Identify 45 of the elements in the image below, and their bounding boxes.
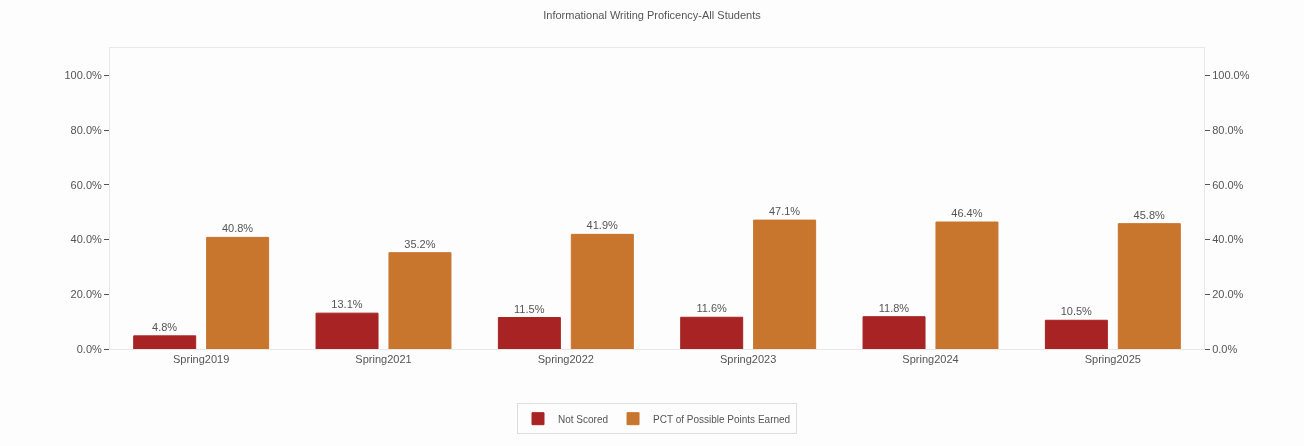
data-label: 11.6% <box>696 302 727 315</box>
y2-tick-label: 100.0% <box>1212 69 1250 82</box>
bar <box>753 219 817 349</box>
bar <box>315 312 379 349</box>
bar <box>862 316 926 349</box>
x-tick-label: Spring2021 <box>355 353 412 366</box>
legend-label: Not Scored <box>558 413 609 425</box>
x-tick-label: Spring2022 <box>537 353 594 366</box>
data-label: 45.8% <box>1133 208 1165 221</box>
bar <box>935 221 999 349</box>
y-tick-label: 0.0% <box>76 342 103 355</box>
legend-label: PCT of Possible Points Earned <box>653 413 791 425</box>
y2-tick-label: 80.0% <box>1212 123 1244 136</box>
bar <box>1044 319 1108 349</box>
data-label: 11.8% <box>878 301 910 314</box>
chart-title: Informational Writing Proficency-All Students <box>543 8 762 21</box>
bar <box>497 317 561 349</box>
data-label: 40.8% <box>221 222 254 235</box>
x-tick-label: Spring2019 <box>173 353 230 366</box>
y-tick-label: 60.0% <box>70 178 103 191</box>
y-tick-label: 20.0% <box>70 288 103 301</box>
data-label: 13.1% <box>331 298 363 311</box>
x-tick-label: Spring2025 <box>1084 353 1141 366</box>
y-tick-label: 100.0% <box>64 69 103 82</box>
y2-tick-label: 40.0% <box>1212 233 1244 246</box>
bar <box>133 335 197 349</box>
bar <box>680 316 744 349</box>
data-label: 4.8% <box>152 320 178 333</box>
bar <box>388 252 452 349</box>
y2-tick-label: 20.0% <box>1212 288 1244 301</box>
x-tick-label: Spring2024 <box>902 353 959 366</box>
data-label: 35.2% <box>404 237 436 250</box>
y2-tick-label: 0.0% <box>1212 342 1238 355</box>
data-label: 11.5% <box>514 302 545 315</box>
x-tick-label: Spring2023 <box>720 353 777 366</box>
bar <box>1117 223 1181 349</box>
bar <box>570 233 634 349</box>
y-tick-label: 80.0% <box>70 123 103 136</box>
data-label: 46.4% <box>951 207 983 220</box>
data-label: 41.9% <box>586 219 618 232</box>
bar <box>206 236 270 349</box>
y-tick-label: 40.0% <box>70 233 103 246</box>
data-label: 10.5% <box>1060 305 1093 318</box>
y2-tick-label: 60.0% <box>1212 178 1244 191</box>
data-label: 47.1% <box>768 205 801 218</box>
